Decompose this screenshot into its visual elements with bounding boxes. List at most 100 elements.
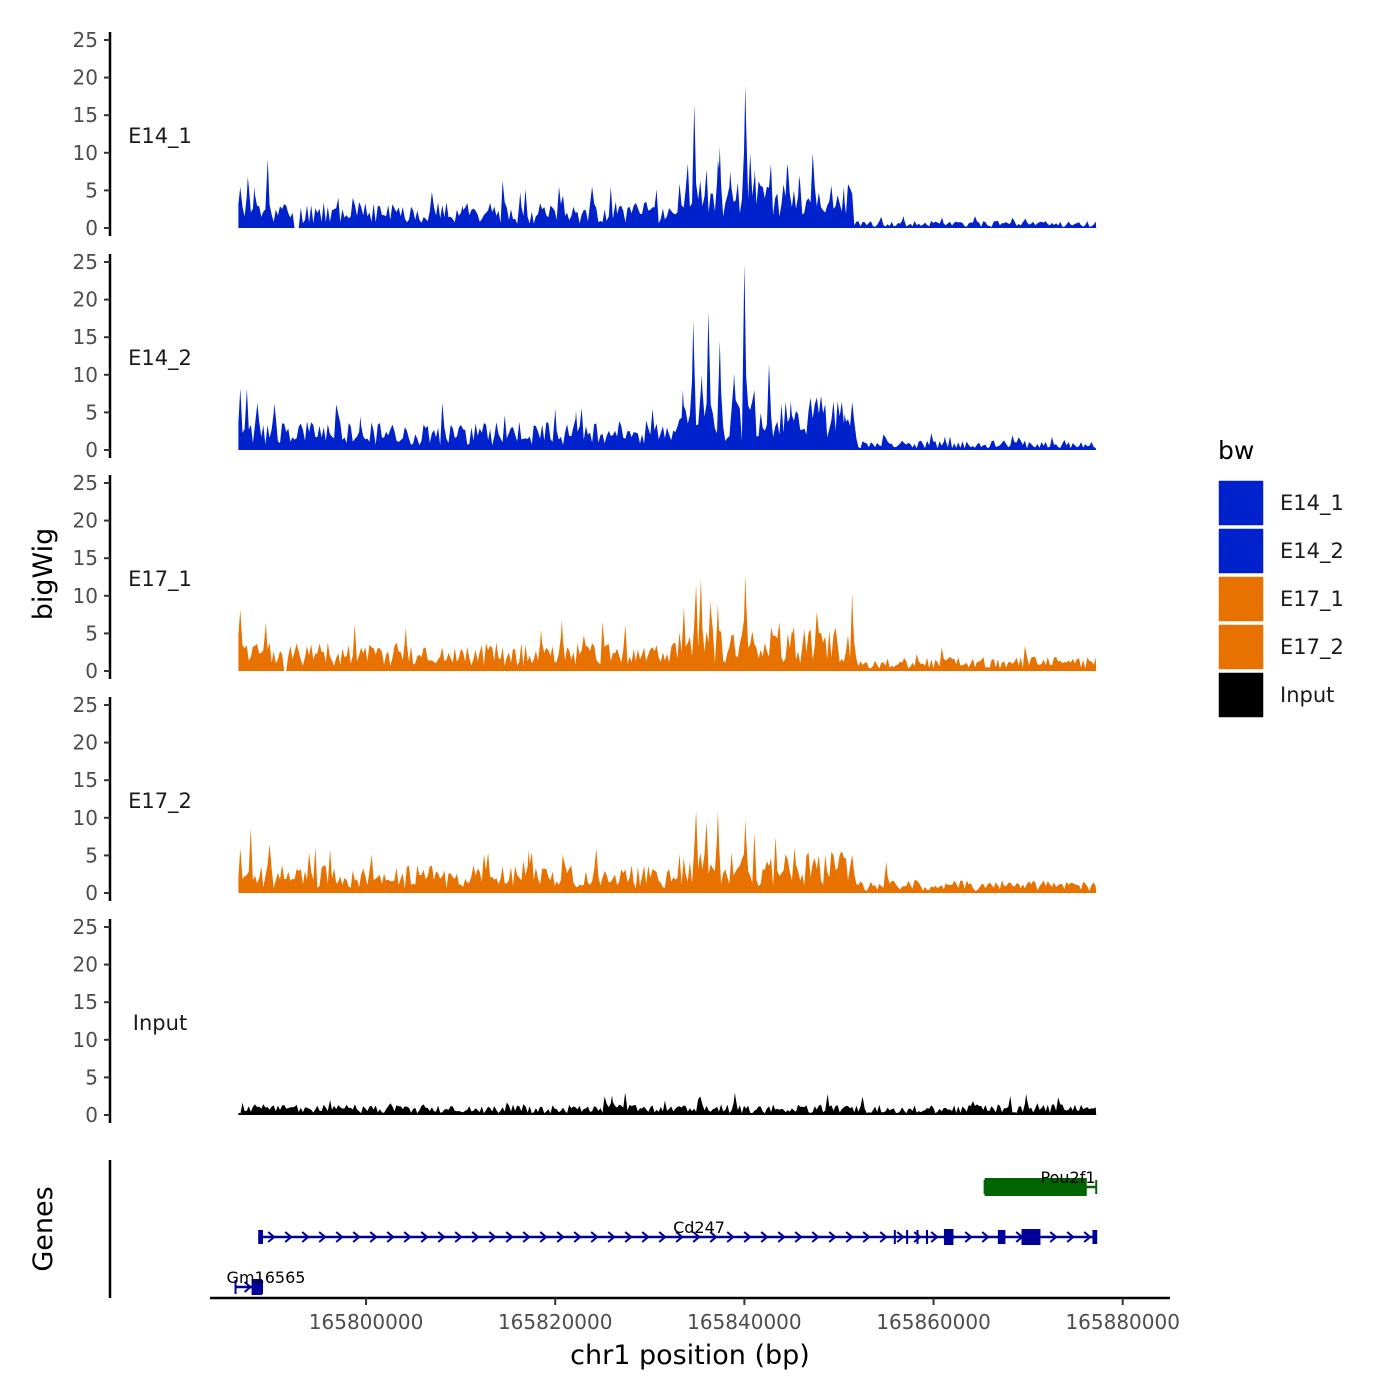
exon (984, 1178, 1087, 1196)
y-tick-label: 15 (73, 103, 98, 127)
x-axis-title: chr1 position (bp) (570, 1340, 810, 1371)
gene-pou2f1: Pou2f1 (983, 1168, 1098, 1196)
y-tick-label: 10 (73, 584, 98, 608)
legend-title: bw (1218, 436, 1254, 465)
y-tick-label: 0 (85, 659, 98, 683)
signal-area-e14-1 (238, 85, 1097, 228)
strand-arrow (777, 1231, 786, 1243)
gene-label: Gm16565 (227, 1268, 306, 1287)
y-tick-label: 5 (85, 1065, 98, 1089)
strand-arrow (301, 1231, 310, 1243)
legend: bw E14_1 E14_2 E17_1 E17_2 Input (1217, 436, 1344, 719)
track-label: E14_1 (128, 124, 192, 149)
strand-arrow (335, 1231, 344, 1243)
strand-arrow (760, 1231, 769, 1243)
legend-label: E17_2 (1280, 635, 1344, 660)
strand-arrow (1083, 1231, 1092, 1243)
exon (916, 1230, 919, 1244)
strand-arrow (1049, 1231, 1058, 1243)
y-axis-title: bigWig (28, 528, 59, 621)
track-label: E14_2 (128, 346, 192, 371)
track-label: E17_1 (128, 567, 192, 592)
gene-label: Pou2f1 (1041, 1168, 1096, 1187)
y-tick-label: 25 (73, 693, 98, 717)
strand-arrow (573, 1231, 582, 1243)
strand-arrow (879, 1231, 888, 1243)
signal-area-input (238, 1092, 1097, 1115)
strand-arrow (862, 1231, 871, 1243)
legend-swatch (1217, 479, 1265, 527)
y-tick-label: 20 (73, 731, 98, 755)
strand-arrow (403, 1231, 412, 1243)
strand-arrow (369, 1231, 378, 1243)
strand-arrow (420, 1231, 429, 1243)
strand-arrow (539, 1231, 548, 1243)
signal-area-e17-2 (238, 810, 1097, 893)
x-tick-label: 165880000 (1065, 1310, 1180, 1334)
track-label: E17_2 (128, 789, 192, 814)
exon (1092, 1230, 1097, 1244)
y-tick-label: 5 (85, 843, 98, 867)
strand-arrow (743, 1231, 752, 1243)
strand-arrow (692, 1231, 701, 1243)
legend-swatch (1217, 623, 1265, 671)
y-tick-label: 20 (73, 288, 98, 312)
strand-arrow (1066, 1231, 1075, 1243)
strand-arrow (930, 1231, 939, 1243)
exon (1021, 1229, 1041, 1245)
track-e14-1: 0 5 10 15 20 25 E14_1 (73, 28, 1097, 240)
exon (925, 1230, 928, 1244)
gene-label: Cd247 (673, 1218, 725, 1237)
strand-arrow (284, 1231, 293, 1243)
exon (906, 1230, 909, 1244)
legend-swatch (1217, 527, 1265, 575)
track-e14-2: 0 5 10 15 20 25 E14_2 (73, 250, 1097, 462)
track-input: 0 5 10 15 20 25 Input (73, 915, 1097, 1127)
x-axis: 165800000 165820000 165840000 165860000 1658… (210, 1296, 1180, 1334)
track-panels: 0 5 10 15 20 25 E14_1 0 5 10 15 20 25 E14_2 0 5 10 15 20 25… (73, 28, 1097, 1127)
x-tick-label: 165860000 (876, 1310, 991, 1334)
strand-arrow (590, 1231, 599, 1243)
signal-area-e17-1 (238, 574, 1097, 671)
strand-arrow (505, 1231, 514, 1243)
gene-gm16565: Gm16565 (227, 1268, 306, 1295)
y-tick-label: 5 (85, 621, 98, 645)
y-tick-label: 20 (73, 509, 98, 533)
y-tick-label: 0 (85, 1103, 98, 1127)
y-tick-label: 5 (85, 400, 98, 424)
y-tick-label: 25 (73, 915, 98, 939)
strand-arrow (709, 1231, 718, 1243)
y-tick-label: 0 (85, 881, 98, 905)
y-tick-label: 0 (85, 438, 98, 462)
exon (997, 1230, 1006, 1244)
strand-arrow (624, 1231, 633, 1243)
y-tick-label: 10 (73, 363, 98, 387)
legend-swatch (1217, 575, 1265, 623)
exon (251, 1279, 263, 1295)
x-tick-label: 165800000 (309, 1310, 424, 1334)
y-tick-label: 5 (85, 178, 98, 202)
exon (893, 1230, 896, 1244)
track-e17-1: 0 5 10 15 20 25 E17_1 (73, 471, 1097, 683)
strand-arrow (267, 1231, 276, 1243)
signal-area-e14-2 (238, 263, 1097, 450)
exon (259, 1230, 263, 1244)
strand-arrow (607, 1231, 616, 1243)
y-tick-label: 25 (73, 28, 98, 52)
strand-arrow (981, 1231, 990, 1243)
gene-cd247: Cd247 (258, 1218, 1098, 1245)
genes-axis-title: Genes (28, 1186, 59, 1271)
legend-label: E14_2 (1280, 539, 1344, 564)
strand-arrow (454, 1231, 463, 1243)
y-tick-label: 20 (73, 66, 98, 90)
strand-arrow (896, 1231, 905, 1243)
y-tick-label: 15 (73, 546, 98, 570)
strand-arrow (845, 1231, 854, 1243)
legend-label: E14_1 (1280, 491, 1344, 516)
x-tick-label: 165820000 (498, 1310, 613, 1334)
exon (943, 1229, 954, 1245)
strand-arrow (964, 1231, 973, 1243)
strand-arrow (828, 1231, 837, 1243)
strand-arrow (658, 1231, 667, 1243)
